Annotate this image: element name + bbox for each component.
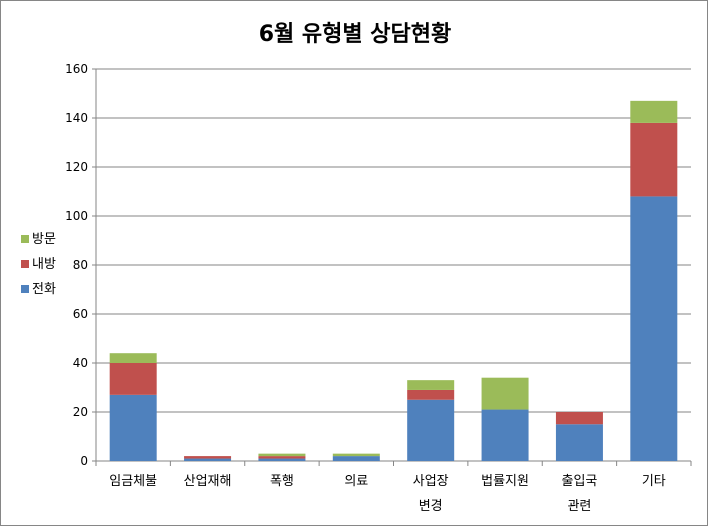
y-tick-label: 60 [73, 307, 88, 321]
bar-segment [184, 456, 232, 459]
bar-segment [630, 122, 678, 197]
legend-label: 내방 [32, 257, 56, 272]
bar-segment [481, 409, 529, 461]
bar-segment [407, 380, 455, 390]
bar-segment [407, 389, 455, 400]
y-tick-label: 100 [65, 209, 88, 223]
bar-segment [555, 412, 603, 425]
y-tick-label: 120 [65, 160, 88, 174]
x-tick-label: 관련 [567, 499, 591, 514]
bar-segment [555, 424, 603, 461]
bar-segment [184, 458, 232, 461]
bar-segment [481, 377, 529, 410]
bar-segment [332, 453, 380, 457]
bar-segment [258, 458, 306, 461]
bar-segment [109, 353, 157, 363]
x-tick-label: 변경 [419, 499, 443, 514]
legend-label: 방문 [32, 232, 56, 247]
y-tick-label: 80 [73, 258, 88, 272]
legend-label: 전화 [32, 282, 56, 297]
x-tick-label: 의료 [344, 474, 368, 489]
bars [109, 100, 678, 461]
bar-segment [332, 456, 380, 461]
bar-segment [630, 100, 678, 123]
y-tick-label: 140 [65, 111, 88, 125]
y-tick-label: 40 [73, 356, 88, 370]
gridlines [96, 68, 691, 413]
y-tick-label: 160 [65, 62, 88, 76]
bar-segment [258, 453, 306, 457]
legend-swatch [21, 285, 29, 293]
x-tick-label: 법률지원 [481, 474, 529, 489]
x-tick-label: 산업재해 [184, 474, 232, 489]
bar-segment [109, 394, 157, 461]
x-tick-label: 폭행 [270, 473, 294, 489]
legend-swatch [21, 260, 29, 268]
y-tick-label: 0 [80, 454, 88, 468]
legend-swatch [21, 235, 29, 243]
x-tick-label: 출입국 [561, 474, 597, 489]
y-tick-label: 20 [73, 405, 88, 419]
bar-segment [109, 363, 157, 395]
bar-segment [630, 196, 678, 461]
bar-segment [407, 399, 455, 461]
x-tick-label: 기타 [642, 474, 666, 489]
chart-title: 6월 유형별 상담현황 [259, 22, 452, 47]
bar-segment [258, 456, 306, 459]
x-tick-label: 사업장 [413, 474, 449, 489]
x-tick-label: 임금체불 [109, 474, 157, 489]
